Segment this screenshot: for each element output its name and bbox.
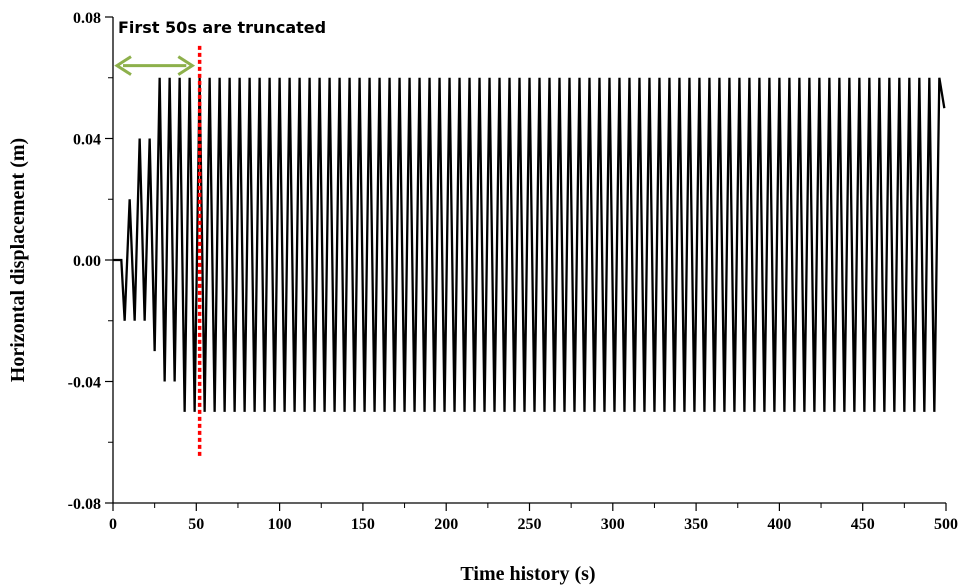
- axes-layer: 0 50 100 150 200 250 300 350 400 450 500 -0.08 -0.04…: [68, 10, 958, 533]
- y-tick-label: 0.04: [73, 132, 101, 149]
- x-tick-label: 450: [851, 516, 875, 533]
- x-tick-label: 100: [268, 516, 292, 533]
- truncation-arrow-left-head: [114, 55, 132, 76]
- x-tick-label: 350: [684, 516, 708, 533]
- y-axis-label: Horizontal displacement (m): [7, 138, 29, 382]
- y-tick-label: -0.04: [68, 375, 101, 392]
- annotation-layer: First 50s are truncated: [114, 18, 326, 458]
- x-tick-label: 0: [109, 516, 117, 533]
- series-layer: [113, 77, 946, 412]
- x-tick-label: 500: [934, 516, 958, 533]
- x-tick-label: 50: [188, 516, 204, 533]
- truncation-arrow-right-head: [177, 55, 196, 76]
- truncation-annotation-text: First 50s are truncated: [118, 18, 326, 37]
- x-tick-label: 150: [351, 516, 375, 533]
- y-tick-label: 0.08: [73, 10, 101, 27]
- x-tick-label: 400: [767, 516, 791, 533]
- x-tick-label: 200: [434, 516, 458, 533]
- y-tick-label: -0.08: [68, 496, 101, 513]
- series-line: [113, 77, 946, 412]
- x-axis-label: Time history (s): [460, 563, 595, 585]
- x-tick-label: 250: [518, 516, 542, 533]
- x-tick-label: 300: [601, 516, 625, 533]
- y-tick-label: 0.00: [73, 253, 101, 270]
